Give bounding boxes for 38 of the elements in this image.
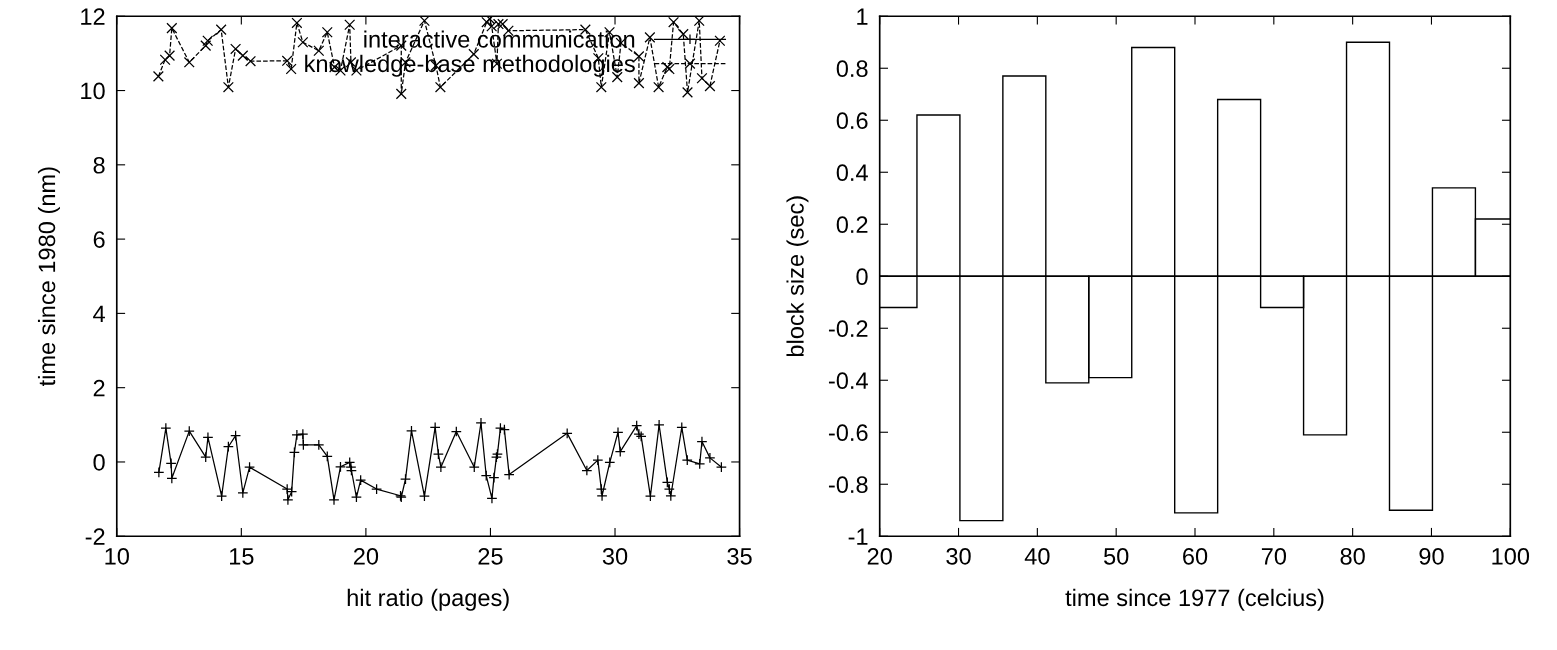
x-axis-title: time since 1977 (celcius) (1065, 588, 1324, 611)
y-tick-label: -0.4 (828, 372, 868, 390)
y-tick-label: 2 (93, 379, 105, 397)
x-tick-label: 25 (478, 547, 503, 565)
y-tick-label: 0 (93, 454, 105, 471)
y-tick-label: 0.6 (836, 112, 868, 130)
y-tick-label: 12 (81, 8, 105, 25)
y-tick-label: 8 (93, 156, 105, 174)
y-tick-label: 10 (81, 82, 105, 100)
y-tick-label: -0.2 (828, 320, 868, 338)
y-axis-title: time since 1980 (nm) (37, 167, 60, 387)
x-tick-label: 30 (602, 547, 628, 565)
y-tick-label: -2 (85, 528, 105, 545)
y-tick-label: -1 (848, 528, 868, 545)
y-tick-label: 6 (93, 231, 105, 248)
x-tick-label: 35 (727, 547, 752, 565)
y-tick-label: 0.4 (836, 164, 868, 182)
y-tick-label: 0.8 (836, 60, 868, 78)
y-tick-label: 1 (857, 8, 868, 25)
x-tick-label: 100 (1492, 547, 1530, 565)
x-tick-label: 90 (1419, 547, 1444, 565)
x-tick-label: 60 (1183, 547, 1208, 565)
x-tick-label: 15 (230, 548, 254, 565)
x-tick-label: 30 (946, 547, 971, 565)
x-tick-label: 20 (867, 547, 892, 565)
x-tick-label: 10 (105, 547, 129, 565)
y-tick-label: -0.6 (828, 424, 868, 442)
y-tick-label: 0.2 (836, 216, 868, 234)
y-tick-label: 4 (93, 305, 105, 322)
x-tick-label: 80 (1340, 547, 1365, 565)
y-tick-label: -0.8 (828, 476, 868, 494)
y-tick-label: 0 (856, 268, 868, 286)
x-tick-label: 20 (353, 547, 379, 565)
x-axis-title: hit ratio (pages) (347, 588, 509, 611)
y-axis-title: block size (sec) (786, 196, 809, 357)
x-tick-label: 50 (1103, 547, 1129, 565)
x-tick-label: 40 (1024, 547, 1050, 565)
x-tick-label: 70 (1261, 547, 1287, 565)
